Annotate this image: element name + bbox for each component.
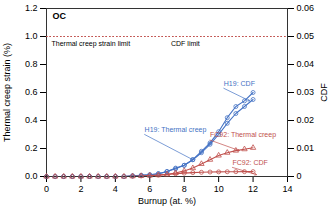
svg-text:0.2: 0.2 [25,143,38,153]
svg-text:0.0: 0.0 [25,171,38,181]
svg-text:0.8: 0.8 [25,59,38,69]
svg-text:8: 8 [182,184,187,194]
svg-text:OC: OC [53,11,67,21]
svg-text:1.2: 1.2 [25,3,38,13]
svg-text:1.0: 1.0 [25,31,38,41]
svg-text:4: 4 [113,184,118,194]
svg-text:FC92: CDF: FC92: CDF [232,159,267,166]
svg-text:0.05: 0.05 [297,31,315,41]
svg-text:Thermal creep strain limit: Thermal creep strain limit [52,40,131,48]
svg-text:0.06: 0.06 [297,3,315,13]
svg-text:2: 2 [78,184,83,194]
svg-text:6: 6 [147,184,152,194]
svg-text:14: 14 [282,184,292,194]
svg-text:H19: CDF: H19: CDF [224,80,255,87]
svg-text:0.03: 0.03 [297,87,315,97]
svg-text:0.6: 0.6 [25,87,38,97]
svg-text:0.02: 0.02 [297,115,315,125]
svg-text:0: 0 [297,171,302,181]
svg-text:Burnup (at. %): Burnup (at. %) [138,196,196,206]
svg-text:0.04: 0.04 [297,59,315,69]
svg-text:CDF limit: CDF limit [171,40,200,47]
svg-text:FC92: Thermal creep: FC92: Thermal creep [210,131,276,139]
svg-text:10: 10 [214,184,224,194]
svg-text:0.01: 0.01 [297,143,315,153]
svg-text:12: 12 [248,184,258,194]
svg-text:0.4: 0.4 [25,115,38,125]
svg-text:H19: Thermal creep: H19: Thermal creep [145,126,207,134]
svg-text:CDF: CDF [319,83,329,102]
svg-text:Thermal creep strain (%): Thermal creep strain (%) [2,43,12,142]
svg-text:0: 0 [44,184,49,194]
